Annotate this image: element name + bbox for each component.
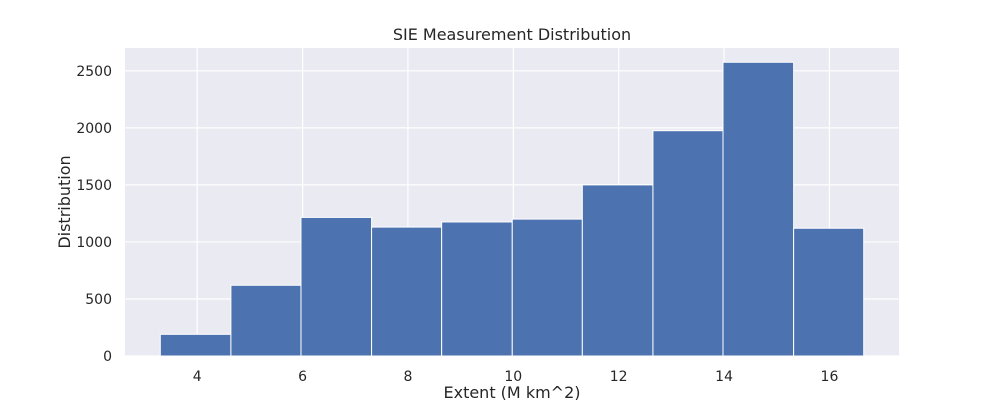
histogram-bar-10 [793,227,865,357]
y-axis-ticks: 0 500 1000 1500 2000 2500 [76,64,112,365]
bars [159,61,865,357]
x-tick-label: 14 [715,369,733,385]
histogram-bar-9 [722,61,795,357]
histogram-bar-4 [371,226,443,357]
histogram-bar-6 [511,218,583,357]
x-tick-label: 12 [610,369,628,385]
histogram-bar-8 [652,130,724,357]
y-tick-label: 500 [85,292,112,308]
x-axis-label: Extent (M km^2) [443,383,580,400]
histogram-bar-2 [230,284,302,357]
histogram-bar-5 [441,221,513,357]
x-tick-label: 10 [504,369,522,385]
x-axis-ticks: 4 6 8 10 12 14 16 [193,369,839,385]
histogram-bar-7 [581,184,654,357]
y-tick-label: 1000 [76,235,112,251]
x-tick-label: 16 [821,369,839,385]
y-axis-label: Distribution [55,155,74,248]
x-tick-label: 6 [298,369,307,385]
x-tick-label: 4 [193,369,202,385]
x-tick-label: 8 [403,369,412,385]
y-tick-label: 0 [103,349,112,365]
y-tick-label: 2500 [76,64,112,80]
chart-title: SIE Measurement Distribution [393,25,631,44]
y-tick-label: 1500 [76,178,112,194]
histogram-bar-3 [300,216,373,357]
y-tick-label: 2000 [76,121,112,137]
histogram-bar-1 [159,333,232,357]
